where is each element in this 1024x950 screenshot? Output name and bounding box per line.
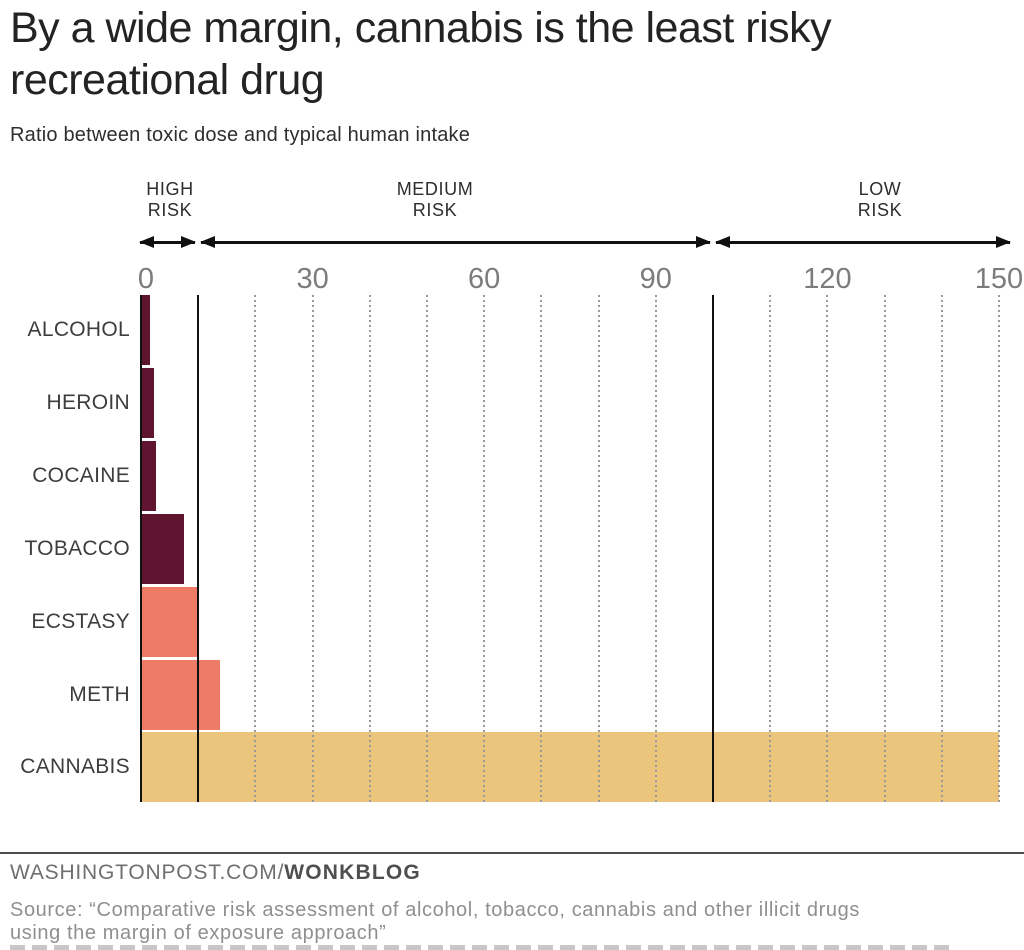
risk-zone-label: MEDIUM RISK <box>335 179 535 221</box>
x-axis-tick-label: 30 <box>296 263 329 295</box>
gridline-140 <box>940 295 943 802</box>
gridline-130 <box>883 295 886 802</box>
y-axis-line <box>140 295 142 802</box>
bar-alcohol <box>141 295 150 365</box>
gridline-80 <box>597 295 600 802</box>
footer-site-url: WASHINGTONPOST.COM/ <box>10 861 285 884</box>
row-label-cannabis: CANNABIS <box>20 755 130 779</box>
chart-title-line2: recreational drug <box>10 56 325 104</box>
gridline-60 <box>483 295 486 802</box>
risk-zone-label-line1: LOW <box>858 179 902 199</box>
row-label-heroin: HEROIN <box>46 390 130 414</box>
gridline-120 <box>826 295 829 802</box>
footer-blog-name: WONKBLOG <box>284 861 421 884</box>
gridline-50 <box>426 295 428 802</box>
x-axis-tick-label: 60 <box>468 263 501 295</box>
x-axis-tick-label: 150 <box>974 263 1024 295</box>
risk-zone-label-line1: HIGH <box>146 179 194 199</box>
chart-title: By a wide margin, cannabis is the least … <box>10 2 1010 106</box>
row-label-cocaine: COCAINE <box>32 463 130 487</box>
bar-meth <box>141 659 220 730</box>
bar-cocaine <box>141 440 157 511</box>
risk-zone-label-line2: RISK <box>857 200 903 220</box>
footer-brand: WASHINGTONPOST.COM/WONKBLOG <box>10 861 421 885</box>
gridline-40 <box>368 295 371 802</box>
risk-zone-label-line2: RISK <box>412 200 458 220</box>
source-line1: Source: “Comparative risk assessment of … <box>10 899 860 921</box>
bar-tobacco <box>141 513 184 584</box>
risk-zone-arrow <box>715 236 1011 248</box>
chart-subtitle: Ratio between toxic dose and typical hum… <box>10 124 471 146</box>
risk-zone-arrow <box>138 236 197 248</box>
x-axis-tick-label: 120 <box>803 263 852 295</box>
row-label-ecstasy: ECSTASY <box>31 609 130 633</box>
row-label-meth: METH <box>69 682 130 706</box>
risk-zone-label-line2: RISK <box>147 200 193 220</box>
source-line2: using the margin of exposure approach” <box>10 922 387 944</box>
risk-zone-label: HIGH RISK <box>70 179 270 221</box>
gridline-110 <box>769 295 772 802</box>
row-label-alcohol: ALCOHOL <box>27 318 130 341</box>
footer-divider <box>0 852 1024 854</box>
gridline-150 <box>998 295 1000 802</box>
zone-boundary-line-100 <box>712 295 714 802</box>
risk-zone-label-line1: MEDIUM <box>396 179 474 199</box>
gridline-30 <box>311 295 314 802</box>
source-citation: Source: “Comparative risk assessment of … <box>10 899 860 945</box>
gridline-70 <box>540 295 543 802</box>
bar-ecstasy <box>141 586 199 657</box>
bar-heroin <box>141 367 154 438</box>
gridline-20 <box>254 295 257 802</box>
row-label-tobacco: TOBACCO <box>24 536 130 560</box>
bar-cannabis <box>141 732 999 803</box>
gridline-90 <box>654 295 657 802</box>
risk-zone-label: LOW RISK <box>780 179 980 221</box>
x-axis-tick-label: 0 <box>137 263 155 295</box>
risk-zone-arrow <box>200 236 711 248</box>
zone-boundary-line-10 <box>197 295 200 802</box>
x-axis-tick-label: 90 <box>639 263 672 295</box>
chart-title-line1: By a wide margin, cannabis is the least … <box>10 4 832 52</box>
cropped-text-line <box>10 945 955 950</box>
